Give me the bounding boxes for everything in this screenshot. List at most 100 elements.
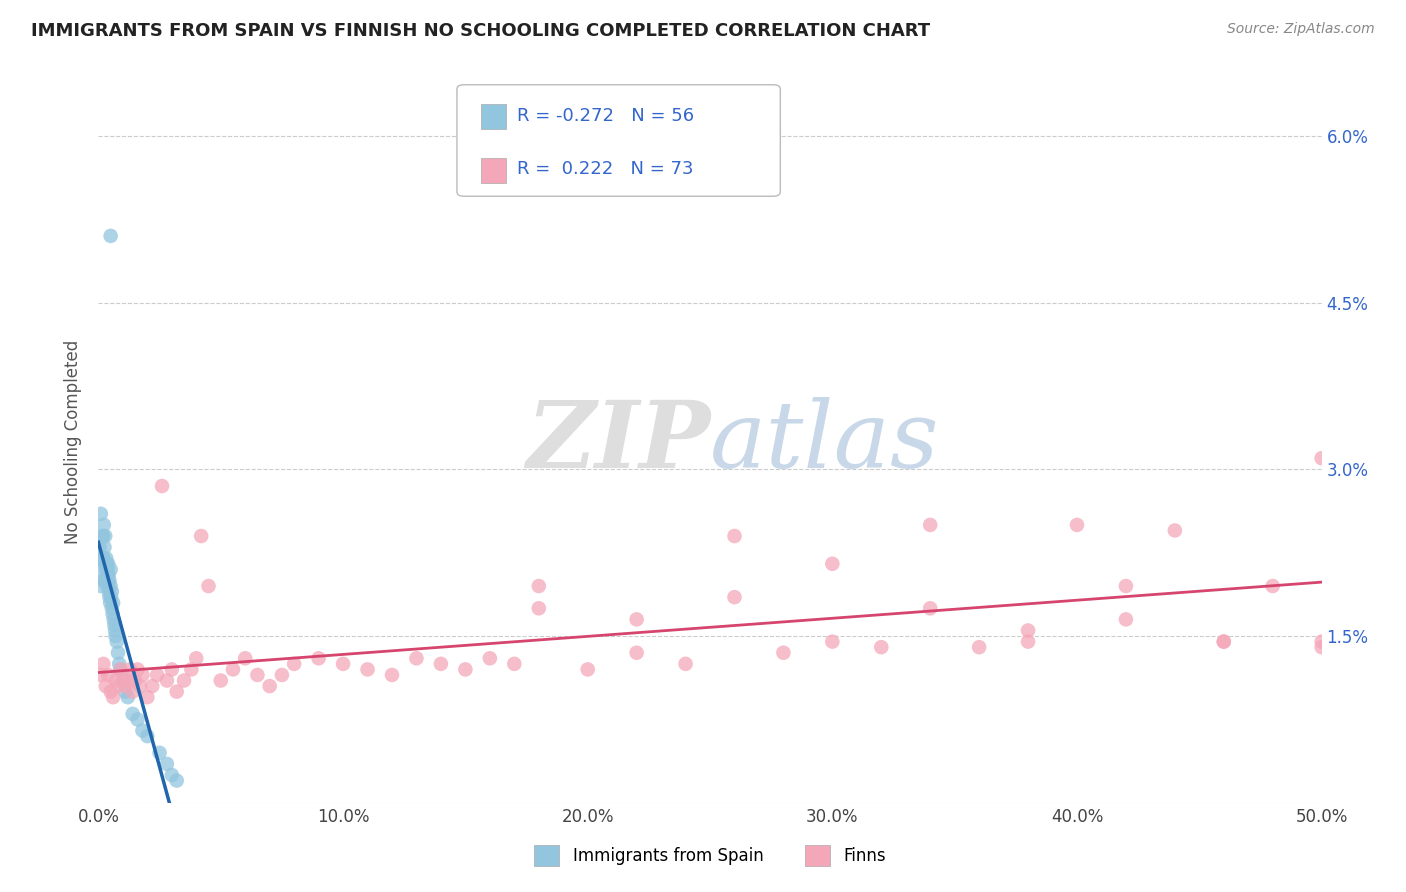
Point	[454, 662, 477, 676]
Point	[120, 662, 142, 676]
Point	[101, 607, 124, 621]
Point	[870, 640, 893, 655]
Point	[91, 529, 114, 543]
Point	[97, 668, 120, 682]
Point	[101, 596, 124, 610]
Point	[107, 679, 129, 693]
Point	[1164, 524, 1187, 538]
Point	[121, 706, 143, 721]
Point	[626, 612, 648, 626]
Point	[91, 562, 114, 576]
Point	[1261, 579, 1284, 593]
Point	[1310, 640, 1333, 655]
Point	[94, 557, 117, 571]
Point	[96, 551, 118, 566]
Point	[381, 668, 404, 682]
Point	[93, 517, 115, 532]
Point	[98, 590, 121, 604]
Point	[283, 657, 305, 671]
Point	[96, 568, 118, 582]
Point	[90, 579, 112, 593]
Point	[108, 657, 131, 671]
Point	[308, 651, 330, 665]
Point	[96, 562, 118, 576]
Point	[1212, 634, 1234, 648]
Point	[136, 729, 159, 743]
Text: Source: ZipAtlas.com: Source: ZipAtlas.com	[1227, 22, 1375, 37]
Point	[156, 756, 179, 771]
Point	[160, 662, 183, 676]
Point	[107, 646, 129, 660]
Point	[136, 690, 159, 705]
Point	[97, 568, 120, 582]
Point	[772, 646, 794, 660]
Point	[104, 673, 127, 688]
Point	[246, 668, 269, 682]
Point	[259, 679, 281, 693]
Point	[93, 540, 115, 554]
Point	[100, 228, 122, 243]
Point	[270, 668, 294, 682]
Point	[89, 540, 111, 554]
Point	[967, 640, 990, 655]
Point	[146, 668, 169, 682]
Point	[94, 574, 117, 588]
Point	[114, 679, 136, 693]
Point	[91, 574, 114, 588]
Point	[222, 662, 245, 676]
Text: ZIP: ZIP	[526, 397, 710, 486]
Point	[103, 618, 125, 632]
Point	[96, 557, 118, 571]
Point	[149, 746, 172, 760]
Point	[90, 668, 112, 682]
Point	[166, 773, 188, 788]
Point	[103, 612, 125, 626]
Point	[100, 590, 122, 604]
Point	[141, 679, 163, 693]
Point	[156, 673, 179, 688]
Point	[93, 574, 115, 588]
Point	[920, 517, 942, 532]
Point	[527, 579, 550, 593]
Point	[117, 673, 139, 688]
Point	[1017, 624, 1039, 638]
Point	[93, 551, 115, 566]
Text: IMMIGRANTS FROM SPAIN VS FINNISH NO SCHOOLING COMPLETED CORRELATION CHART: IMMIGRANTS FROM SPAIN VS FINNISH NO SCHO…	[31, 22, 929, 40]
Point	[166, 684, 188, 698]
Point	[209, 673, 232, 688]
Point	[821, 634, 844, 648]
Point	[1017, 634, 1039, 648]
Point	[97, 574, 120, 588]
Point	[675, 657, 697, 671]
Point	[405, 651, 427, 665]
Point	[97, 562, 120, 576]
Point	[97, 584, 120, 599]
Point	[1066, 517, 1088, 532]
Point	[104, 629, 127, 643]
Point	[117, 690, 139, 705]
Point	[110, 662, 132, 676]
Point	[723, 529, 745, 543]
Point	[186, 651, 208, 665]
Point	[94, 529, 117, 543]
Point	[94, 679, 117, 693]
Text: atlas: atlas	[710, 397, 939, 486]
Point	[576, 662, 599, 676]
Point	[160, 768, 183, 782]
Point	[356, 662, 378, 676]
Text: R =  0.222   N = 73: R = 0.222 N = 73	[517, 161, 695, 178]
Point	[111, 673, 134, 688]
Point	[91, 529, 114, 543]
Point	[114, 684, 136, 698]
Point	[101, 601, 124, 615]
Point	[90, 507, 112, 521]
Y-axis label: No Schooling Completed: No Schooling Completed	[65, 340, 83, 543]
Point	[97, 557, 120, 571]
Point	[478, 651, 501, 665]
Point	[332, 657, 354, 671]
Point	[98, 574, 121, 588]
Point	[190, 529, 212, 543]
Point	[101, 690, 124, 705]
Point	[129, 679, 152, 693]
Point	[127, 713, 149, 727]
